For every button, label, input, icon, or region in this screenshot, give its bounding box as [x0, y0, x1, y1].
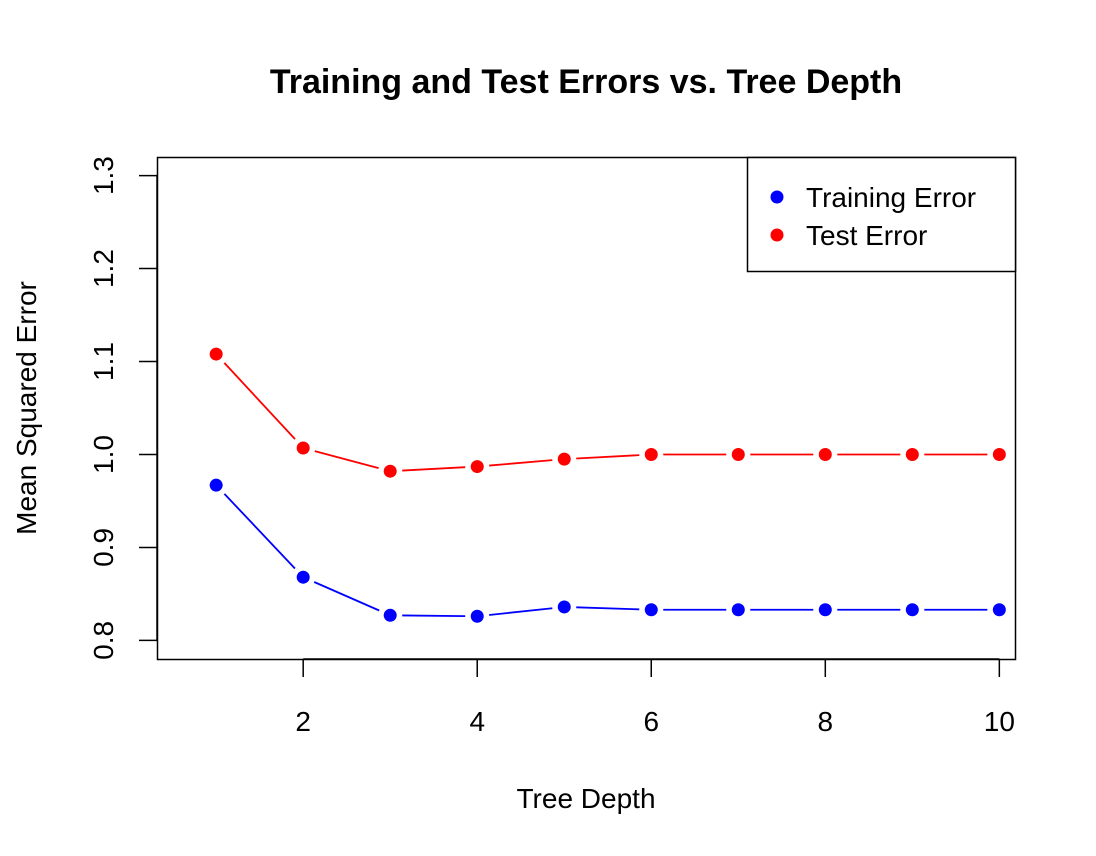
data-point [818, 447, 832, 461]
x-tick-label: 10 [984, 706, 1015, 737]
series-segment [223, 362, 296, 440]
x-axis: 2 4 6 8 10 [295, 658, 1015, 737]
x-axis-label: Tree Depth [516, 783, 655, 814]
y-tick-label: 1.0 [88, 435, 119, 474]
data-point [209, 478, 223, 492]
data-point [905, 447, 919, 461]
y-tick-label: 1.1 [88, 342, 119, 381]
data-point [557, 600, 571, 614]
data-point [992, 603, 1006, 617]
series-segment [489, 607, 553, 616]
data-point [470, 609, 484, 623]
data-point [992, 447, 1006, 461]
x-tick-label: 4 [469, 706, 485, 737]
data-point [209, 347, 223, 361]
y-tick-label: 1.3 [88, 156, 119, 195]
data-point [731, 603, 745, 617]
data-point [644, 447, 658, 461]
legend-label: Test Error [806, 220, 927, 251]
series-segment [402, 614, 466, 618]
series-layer [209, 347, 1006, 623]
series-test-error [209, 347, 1006, 478]
data-point [905, 603, 919, 617]
data-point [557, 452, 571, 466]
legend-marker [770, 190, 784, 204]
chart-title: Training and Test Errors vs. Tree Depth [270, 63, 902, 101]
series-training-error [209, 478, 1006, 623]
data-point [644, 603, 658, 617]
legend-marker [770, 228, 784, 242]
series-segment [489, 459, 553, 467]
x-tick-label: 8 [818, 706, 834, 737]
data-point [470, 460, 484, 474]
legend-box [746, 156, 1017, 273]
y-tick-label: 1.2 [88, 249, 119, 288]
data-point [731, 447, 745, 461]
series-segment [313, 581, 380, 612]
y-axis: 0.8 0.9 1.0 1.1 1.2 1.3 [88, 156, 158, 660]
legend: Training Error Test Error [746, 156, 1017, 273]
data-point [296, 570, 310, 584]
series-segment [402, 466, 466, 472]
x-tick-label: 6 [643, 706, 659, 737]
series-segment [314, 450, 379, 469]
y-tick-label: 0.9 [88, 528, 119, 567]
x-tick-label: 2 [295, 706, 311, 737]
data-point [296, 441, 310, 455]
series-segment [576, 606, 640, 611]
series-segment [223, 493, 296, 570]
series-segment [576, 454, 640, 460]
data-point [383, 464, 397, 478]
data-point [818, 603, 832, 617]
y-axis-label: Mean Squared Error [11, 281, 42, 535]
y-tick-label: 0.8 [88, 621, 119, 660]
data-point [383, 608, 397, 622]
legend-label: Training Error [806, 182, 976, 213]
